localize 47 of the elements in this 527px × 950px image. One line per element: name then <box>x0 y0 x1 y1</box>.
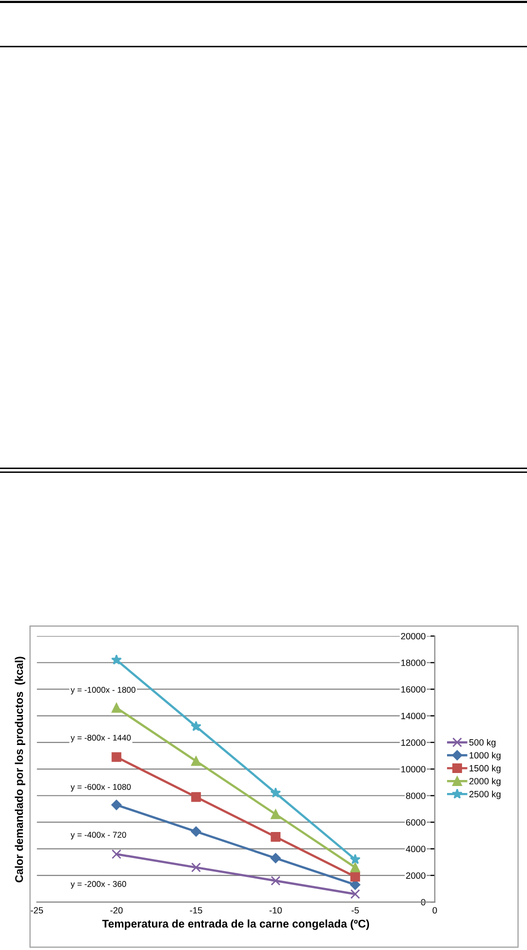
x-tick-label: -25 <box>30 907 44 914</box>
point <box>191 756 201 766</box>
point <box>112 849 122 860</box>
point <box>111 800 122 810</box>
annotation: y = -800x - 1440 <box>70 734 131 742</box>
y-axis-title: Calor demandado por los productos (kcal) <box>14 656 26 882</box>
y-tick-label: 14000 <box>401 712 426 720</box>
annotation: y = -200x - 360 <box>70 881 126 889</box>
point <box>270 809 280 820</box>
y-tick-label: 4000 <box>406 846 426 852</box>
x-tick-label: -15 <box>190 907 202 914</box>
point <box>350 854 361 864</box>
annotation: y = -400x - 720 <box>70 832 126 840</box>
annotation: y = -1000x - 1800 <box>70 686 136 694</box>
x-tick-label: -5 <box>352 907 359 914</box>
point <box>191 792 201 802</box>
x-tick-label: -10 <box>270 907 282 914</box>
y-tick-label: 12000 <box>401 739 426 746</box>
point <box>350 862 360 872</box>
point <box>270 853 281 864</box>
point <box>190 720 202 732</box>
point <box>270 832 280 842</box>
y-tick-label: 18000 <box>401 660 426 666</box>
y-tick-label: 20000 <box>401 632 426 640</box>
point <box>190 826 202 837</box>
point <box>270 876 280 886</box>
point <box>112 752 122 762</box>
x-axis-title: Temperatura de entrada de la carne congelada (ºC) <box>102 919 370 930</box>
x-tick-label: 0 <box>432 907 437 914</box>
point <box>350 889 360 899</box>
point <box>112 702 122 713</box>
legend-label: 1000 kg <box>470 752 500 760</box>
y-tick-label: 8000 <box>406 792 426 799</box>
point <box>111 654 122 665</box>
point <box>350 872 360 882</box>
legend-label: 500 kg <box>469 738 496 748</box>
y-tick-label: 2000 <box>406 872 426 879</box>
y-tick-label: 6000 <box>406 819 426 826</box>
annotation: y = -600x - 1080 <box>70 784 131 792</box>
point <box>270 787 281 798</box>
y-tick-label: 16000 <box>401 686 426 693</box>
legend-label: 2500 kg <box>469 790 500 800</box>
x-tick-label: -20 <box>110 907 123 914</box>
legend-label: 2000 kg <box>469 778 500 786</box>
y-tick-label: 10000 <box>401 766 426 772</box>
legend-label: 1500 kg <box>470 764 500 774</box>
point <box>191 862 201 872</box>
